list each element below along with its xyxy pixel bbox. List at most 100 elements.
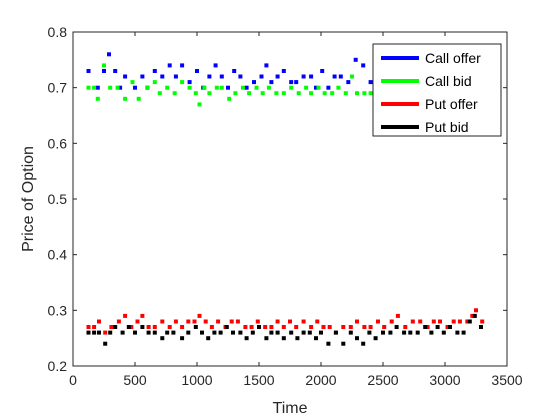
data-point <box>319 330 323 335</box>
data-point <box>165 330 170 335</box>
data-point <box>367 330 372 335</box>
data-point <box>167 63 172 68</box>
y-axis-label: Price of Option <box>20 146 37 252</box>
data-point <box>243 325 248 329</box>
data-point <box>275 74 280 79</box>
data-point <box>332 74 337 79</box>
data-point <box>362 325 367 329</box>
data-point <box>192 319 197 324</box>
data-point <box>103 341 108 346</box>
data-point <box>474 308 478 313</box>
data-point <box>394 325 399 329</box>
data-point <box>97 330 101 335</box>
data-point <box>322 91 327 96</box>
data-point <box>172 91 177 96</box>
axis-ticks: 0 500 1000 1500 2000 2500 3000 3500 0.2 0.3 0.4 0.5… <box>48 24 523 388</box>
data-point <box>341 325 346 329</box>
data-point <box>252 80 256 85</box>
series-put-bid <box>86 313 483 346</box>
data-point <box>296 91 301 96</box>
data-point <box>135 319 140 324</box>
data-point <box>259 74 264 79</box>
legend-label: Call offer <box>425 50 481 66</box>
y-tick-label: 0.4 <box>48 247 68 263</box>
data-point <box>152 80 157 85</box>
data-point <box>438 319 442 324</box>
data-point <box>136 96 141 101</box>
data-point <box>281 91 286 96</box>
data-point <box>275 319 280 324</box>
data-point <box>202 85 207 90</box>
data-point <box>108 330 113 335</box>
data-point <box>295 336 300 341</box>
data-point <box>289 80 294 85</box>
data-point <box>193 325 198 329</box>
data-point <box>457 319 462 324</box>
data-point <box>333 330 338 335</box>
data-point <box>368 91 373 96</box>
data-point <box>281 325 286 329</box>
data-point <box>207 74 212 79</box>
data-point <box>224 325 229 329</box>
data-point <box>346 80 351 85</box>
data-point <box>186 330 191 335</box>
data-point <box>467 319 472 324</box>
data-point <box>316 85 321 90</box>
data-point <box>180 336 185 341</box>
data-point <box>97 319 101 324</box>
data-point <box>92 85 97 90</box>
data-point <box>240 85 245 90</box>
data-point <box>233 91 238 96</box>
data-point <box>180 63 185 68</box>
y-tick-label: 0.7 <box>48 80 68 96</box>
data-point <box>341 341 346 346</box>
data-point <box>461 330 466 335</box>
data-point <box>213 63 218 68</box>
data-point <box>294 80 299 85</box>
data-point <box>309 91 314 96</box>
data-point <box>445 325 450 329</box>
data-point <box>314 85 318 90</box>
data-point <box>247 91 252 96</box>
data-point <box>123 96 128 101</box>
data-point <box>326 85 331 90</box>
data-marks <box>86 52 485 346</box>
data-point <box>429 330 434 335</box>
y-tick-label: 0.3 <box>48 302 68 318</box>
data-point <box>130 80 135 85</box>
data-point <box>103 330 108 335</box>
data-point <box>244 336 249 341</box>
data-point <box>145 85 150 90</box>
series-call-bid <box>86 63 380 107</box>
data-point <box>250 330 255 335</box>
data-point <box>152 325 157 329</box>
data-point <box>257 325 261 329</box>
data-point <box>376 319 380 324</box>
data-point <box>301 319 306 324</box>
data-point <box>197 313 202 318</box>
data-point <box>107 52 111 57</box>
data-point <box>116 319 121 324</box>
data-point <box>146 330 151 335</box>
data-point <box>108 85 113 90</box>
data-point <box>133 85 137 90</box>
data-point <box>355 91 359 96</box>
data-point <box>212 330 217 335</box>
x-tick-label: 1500 <box>243 372 274 388</box>
data-point <box>255 319 260 324</box>
data-point <box>86 85 91 90</box>
data-point <box>226 85 230 90</box>
data-point <box>152 69 157 73</box>
data-point <box>321 325 326 329</box>
data-point <box>301 74 306 79</box>
data-point <box>373 336 378 341</box>
data-point <box>470 313 475 318</box>
data-point <box>187 85 192 90</box>
data-point <box>448 325 452 329</box>
data-point <box>238 74 243 79</box>
legend: Call offer Call bid Put offer Put bid <box>372 43 502 137</box>
y-tick-label: 0.5 <box>48 191 68 207</box>
legend-label: Call bid <box>425 73 472 89</box>
data-point <box>327 325 332 329</box>
